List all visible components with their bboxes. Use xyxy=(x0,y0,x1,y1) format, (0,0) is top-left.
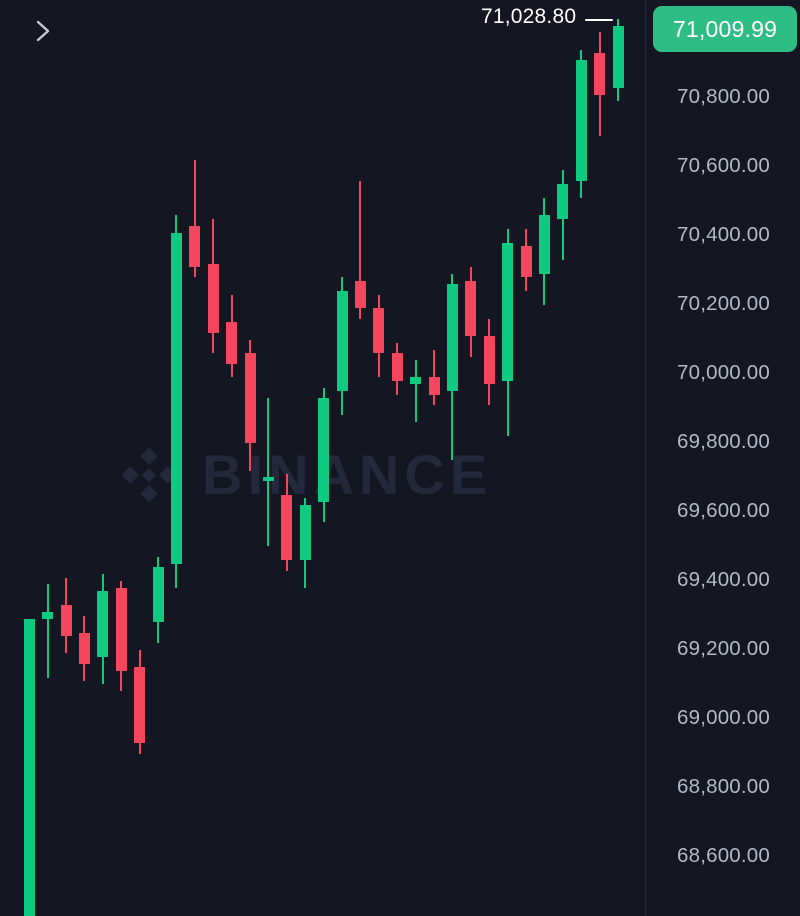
price-axis-tick: 70,200.00 xyxy=(677,292,770,315)
candle-body xyxy=(42,612,54,619)
current-price-badge[interactable]: 71,009.99 xyxy=(653,6,797,52)
candlestick[interactable] xyxy=(410,360,422,423)
candlestick[interactable] xyxy=(281,474,293,571)
candle-wick xyxy=(193,160,196,278)
candlestick[interactable] xyxy=(23,618,35,916)
candlestick[interactable] xyxy=(446,273,458,461)
candlestick[interactable] xyxy=(428,349,440,406)
candlestick[interactable] xyxy=(520,229,532,292)
candle-body xyxy=(465,280,477,337)
price-axis-tick: 68,400.00 xyxy=(646,913,800,916)
price-axis-tick: 70,000.00 xyxy=(677,361,770,384)
candle-wick xyxy=(46,584,49,678)
price-axis-tick: 70,600.00 xyxy=(677,154,770,177)
candle-body xyxy=(281,494,293,561)
candle-body xyxy=(594,53,606,95)
candle-body xyxy=(502,242,514,381)
candlestick[interactable] xyxy=(612,18,624,102)
price-axis-tick: 68,600.00 xyxy=(677,844,770,867)
candle-body xyxy=(428,377,440,395)
candle-body xyxy=(244,353,256,443)
chevron-right-glyph xyxy=(36,20,50,42)
candlestick[interactable] xyxy=(42,584,54,678)
candle-body xyxy=(189,225,201,268)
candle-body xyxy=(354,280,366,309)
candle-body xyxy=(483,336,495,385)
price-axis-tick: 70,400.00 xyxy=(677,223,770,246)
candle-wick xyxy=(359,180,362,319)
candle-body xyxy=(134,667,146,744)
price-axis-tick: 69,800.00 xyxy=(677,430,770,453)
candle-body xyxy=(78,632,90,664)
candlestick[interactable] xyxy=(594,32,606,136)
price-axis-tick: 70,800.00 xyxy=(677,85,770,108)
candlestick[interactable] xyxy=(262,398,274,547)
price-axis-tick: 69,400.00 xyxy=(677,568,770,591)
candle-wick xyxy=(267,398,270,547)
candle-body xyxy=(60,605,72,637)
candle-body xyxy=(373,308,385,354)
candle-body xyxy=(97,591,109,657)
candlestick[interactable] xyxy=(134,650,146,754)
candlestick-plot-area[interactable]: BINANCE 71,028.80 xyxy=(0,0,645,916)
candlestick[interactable] xyxy=(152,556,164,644)
price-axis-tick: 69,000.00 xyxy=(677,706,770,729)
candle-body xyxy=(410,377,422,385)
candlestick[interactable] xyxy=(391,342,403,395)
candlestick[interactable] xyxy=(538,198,550,305)
candlestick[interactable] xyxy=(78,615,90,682)
candlestick[interactable] xyxy=(483,318,495,406)
candlestick[interactable] xyxy=(336,277,348,416)
candle-body xyxy=(318,398,330,502)
candlestick[interactable] xyxy=(373,294,385,378)
candle-body xyxy=(170,232,182,564)
price-axis-tick: 69,600.00 xyxy=(677,499,770,522)
candle-body xyxy=(612,25,624,88)
chevron-right-icon[interactable] xyxy=(26,12,60,50)
candlestick[interactable] xyxy=(115,581,127,692)
candle-body xyxy=(226,322,238,364)
candle-body xyxy=(23,618,35,916)
candlestick[interactable] xyxy=(244,339,256,471)
candlestick[interactable] xyxy=(354,180,366,319)
candle-body xyxy=(557,184,569,219)
candle-body xyxy=(446,284,458,392)
candle-body xyxy=(575,60,587,181)
candlestick[interactable] xyxy=(226,294,238,378)
candle-body xyxy=(115,587,127,671)
candlestick[interactable] xyxy=(60,577,72,654)
candlestick[interactable] xyxy=(189,160,201,278)
candle-body xyxy=(336,291,348,392)
candlestick[interactable] xyxy=(465,267,477,357)
candlestick[interactable] xyxy=(207,218,219,354)
candlestick[interactable] xyxy=(502,229,514,437)
candlestick[interactable] xyxy=(97,574,109,685)
candle-body xyxy=(207,263,219,333)
candle-wick xyxy=(414,360,417,423)
price-axis-tick: 69,200.00 xyxy=(677,637,770,660)
candle-body xyxy=(520,246,532,278)
candlestick[interactable] xyxy=(575,49,587,199)
candlestick[interactable] xyxy=(318,387,330,523)
candle-body xyxy=(299,505,311,561)
last-price-line xyxy=(585,19,613,22)
candle-body xyxy=(152,567,164,623)
candle-body xyxy=(262,477,274,481)
candlestick[interactable] xyxy=(557,170,569,261)
last-price-high-label: 71,028.80 xyxy=(481,5,577,29)
candle-body xyxy=(391,353,403,381)
candlestick[interactable] xyxy=(170,215,182,588)
price-axis-tick: 68,800.00 xyxy=(677,775,770,798)
candle-body xyxy=(538,215,550,274)
price-axis[interactable]: 71,009.99 70,800.00 70,600.00 70,400.00 70,… xyxy=(645,0,800,916)
candlestick[interactable] xyxy=(299,498,311,588)
